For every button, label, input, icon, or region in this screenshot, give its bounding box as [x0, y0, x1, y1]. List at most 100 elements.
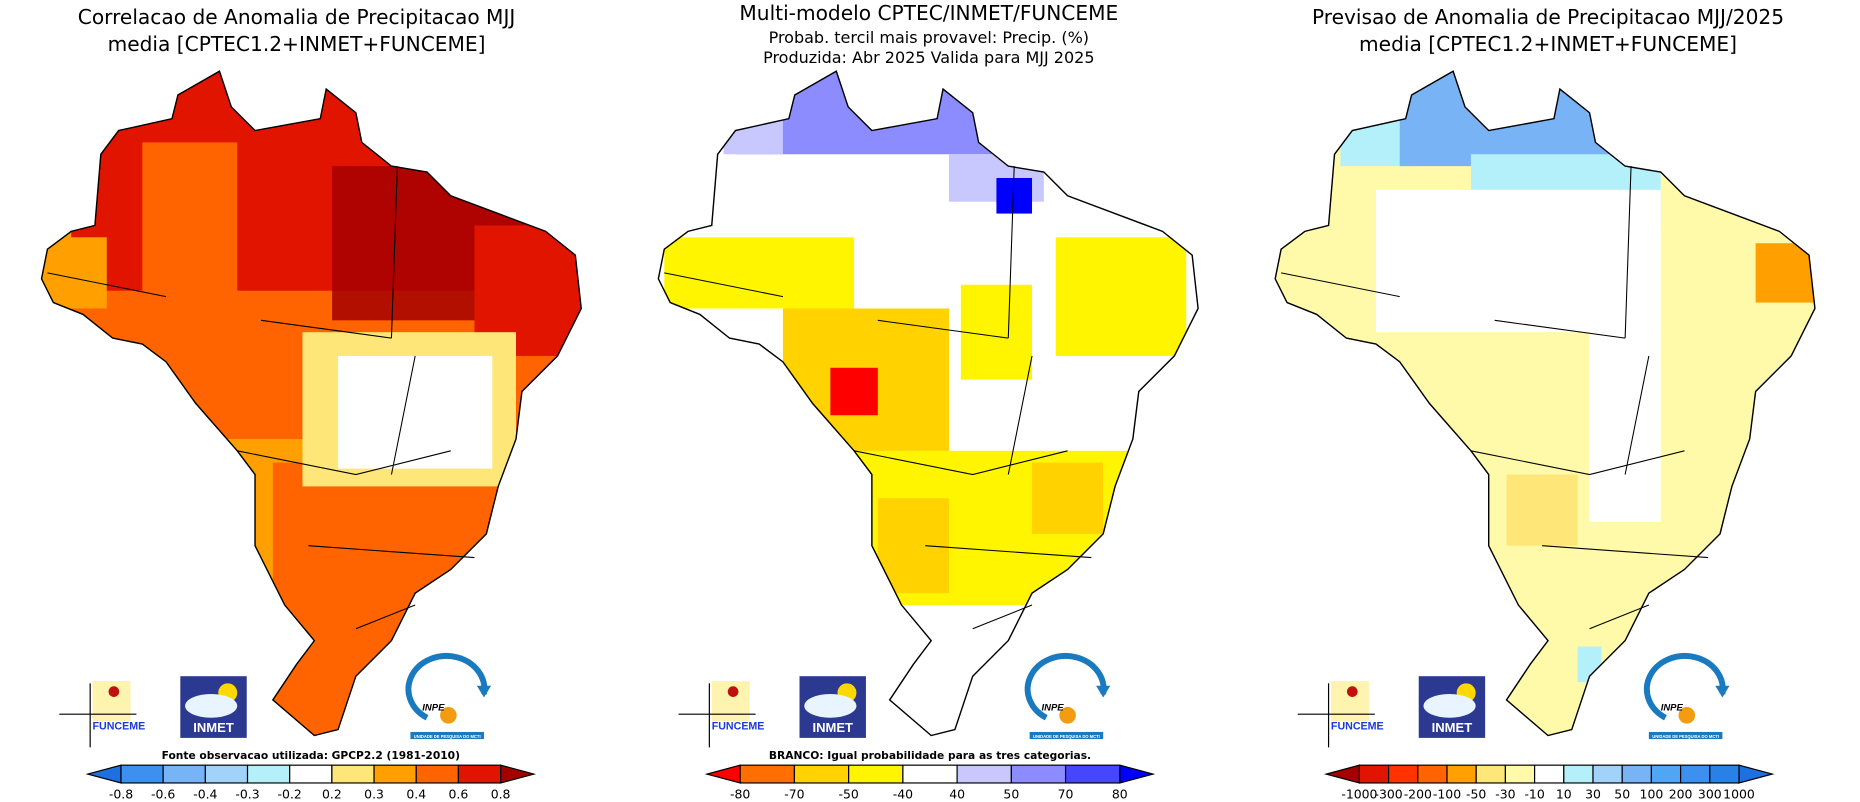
colorbar-tick-label: 0.6	[449, 786, 469, 801]
colorbar-tick-label: -30	[1495, 786, 1515, 801]
inpe-logo: INPE UNIDADE DE PESQUISA DO MCTI	[1643, 653, 1730, 740]
colorbar-arrow-low	[1323, 764, 1361, 784]
colorbar-swatch	[739, 764, 796, 784]
colorbar-swatch	[956, 764, 1012, 784]
colorbar-swatch	[1064, 764, 1121, 784]
colorbar-tick-label: -70	[784, 786, 804, 801]
svg-text:INMET: INMET	[1432, 720, 1473, 735]
colorbar-swatch	[1010, 764, 1067, 784]
colorbar-tick-label: -300	[1374, 786, 1402, 801]
colorbar-tick-label: 0.3	[364, 786, 384, 801]
colorbar-tick-label: -1000	[1341, 786, 1377, 801]
colorbar-tick-label: 0.2	[322, 786, 342, 801]
funceme-logo: FUNCEME	[1297, 680, 1384, 748]
colorbar-swatch	[1388, 764, 1419, 784]
inpe-logo: INPE UNIDADE DE PESQUISA DO MCTI	[1024, 653, 1111, 740]
colorbar-swatch	[848, 764, 904, 784]
colorbar-tick-label: 70	[1058, 786, 1074, 801]
inmet-logo: INMET	[1418, 676, 1486, 738]
colorbar-tick-label: -40	[893, 786, 913, 801]
panel-title-line2: media [CPTEC1.2+INMET+FUNCEME]	[1359, 32, 1737, 56]
colorbar-tick-label: 0.8	[491, 786, 511, 801]
colorbar-arrow-high	[499, 764, 537, 784]
colorbar-tick-label: 300	[1698, 786, 1722, 801]
colorbar-caption: Fonte observacao utilizada: GPCP2.2 (198…	[162, 749, 460, 762]
colorbar-tick-label: 50	[1003, 786, 1019, 801]
colorbar-tick-label: -50	[838, 786, 858, 801]
colorbar-swatch	[162, 764, 206, 784]
panel-title-line1: Correlacao de Anomalia de Precipitacao M…	[78, 5, 516, 29]
panel-tercile-probability: Multi-modelo CPTEC/INMET/FUNCEME Probab.…	[657, 1, 1199, 737]
svg-text:FUNCEME: FUNCEME	[93, 721, 146, 733]
colorbar-tick-label: -0.6	[151, 786, 175, 801]
colorbar-tick-label: 30	[1585, 786, 1601, 801]
colorbar-tick-label: -0.8	[109, 786, 133, 801]
colorbar-arrow-high	[1738, 764, 1775, 784]
colorbar-swatch	[793, 764, 850, 784]
colorbar-arrow-low	[704, 764, 741, 784]
colorbar-swatch	[246, 764, 291, 784]
logo-group: FUNCEME INMET INPE UNIDADE DE PESQUISA DO M…	[678, 653, 1111, 748]
colorbar-swatch	[1446, 764, 1477, 784]
panel-title-line2: media [CPTEC1.2+INMET+FUNCEME]	[108, 32, 486, 56]
colorbar-caption: BRANCO: Igual probabilidade para as tres…	[769, 749, 1091, 762]
colorbar: -1000-300 -200 -100 -50 -30 -10 10 30 50 100 200 30…	[1323, 764, 1775, 801]
svg-text:INPE: INPE	[422, 703, 445, 714]
colorbar-tick-label: -10	[1524, 786, 1544, 801]
svg-text:UNIDADE DE PESQUISA DO MCTI: UNIDADE DE PESQUISA DO MCTI	[1033, 734, 1100, 739]
colorbar-tick-label: -0.2	[278, 786, 302, 801]
panel-title-line3: Produzida: Abr 2025 Valida para MJJ 2025	[763, 48, 1094, 67]
colorbar-tick-label: 1000	[1723, 786, 1755, 801]
colorbar-swatch	[120, 764, 164, 784]
colorbar-tick-label: 10	[1556, 786, 1572, 801]
colorbar-swatch	[1417, 764, 1448, 784]
panel-anomaly-forecast: Previsao de Anomalia de Precipitacao MJJ…	[1274, 5, 1816, 737]
state-borders	[1281, 166, 1709, 630]
logo-group: FUNCEME INMET INPE UNIDADE DE PESQUISA DO M…	[1297, 653, 1730, 748]
colorbar-tick-label: -200	[1404, 786, 1432, 801]
colorbar: BRANCO: Igual probabilidade para as tres…	[704, 749, 1156, 801]
colorbar-swatch	[1563, 764, 1594, 784]
colorbar-tick-label: -0.4	[193, 786, 217, 801]
panel-title-line1: Multi-modelo CPTEC/INMET/FUNCEME	[739, 1, 1118, 25]
colorbar-arrow-low	[85, 764, 122, 784]
colorbar-arrow-high	[1119, 764, 1156, 784]
svg-text:INPE: INPE	[1042, 703, 1065, 714]
colorbar-swatch	[204, 764, 249, 784]
colorbar-tick-label: 100	[1640, 786, 1664, 801]
colorbar-tick-label: -50	[1466, 786, 1486, 801]
svg-text:INMET: INMET	[193, 720, 234, 735]
colorbar-swatch	[1504, 764, 1536, 784]
state-borders	[664, 166, 1092, 630]
svg-text:FUNCEME: FUNCEME	[712, 721, 765, 733]
colorbar-swatch	[289, 764, 333, 784]
colorbar-tick-label: -80	[730, 786, 750, 801]
panel-title-line2: Probab. tercil mais provavel: Precip. (%…	[769, 28, 1089, 47]
colorbar-swatch	[1475, 764, 1507, 784]
colorbar-swatch	[902, 764, 958, 784]
colorbar-swatch	[1358, 764, 1390, 784]
colorbar-tick-label: 40	[949, 786, 965, 801]
inpe-logo: INPE UNIDADE DE PESQUISA DO MCTI	[405, 653, 492, 740]
colorbar-swatch	[1709, 764, 1740, 784]
colorbar-tick-label: 200	[1669, 786, 1693, 801]
colorbar-swatch	[1680, 764, 1711, 784]
panel-title-line1: Previsao de Anomalia de Precipitacao MJJ…	[1312, 5, 1784, 29]
colorbar-swatch	[415, 764, 460, 784]
svg-text:UNIDADE DE PESQUISA DO MCTI: UNIDADE DE PESQUISA DO MCTI	[1652, 734, 1719, 739]
colorbar-tick-label: -0.3	[235, 786, 259, 801]
inmet-logo: INMET	[180, 676, 247, 738]
colorbar-swatch	[1621, 764, 1653, 784]
colorbar-swatch	[1650, 764, 1682, 784]
colorbar-tick-label: -100	[1433, 786, 1461, 801]
colorbar-tick-label: 80	[1112, 786, 1128, 801]
svg-text:FUNCEME: FUNCEME	[1331, 721, 1384, 733]
funceme-logo: FUNCEME	[678, 680, 765, 748]
svg-text:INMET: INMET	[812, 720, 853, 735]
colorbar-tick-label: 50	[1614, 786, 1630, 801]
funceme-logo: FUNCEME	[59, 680, 146, 748]
state-borders	[47, 166, 475, 630]
inmet-logo: INMET	[799, 676, 866, 738]
colorbar-tick-label: 0.4	[406, 786, 426, 801]
